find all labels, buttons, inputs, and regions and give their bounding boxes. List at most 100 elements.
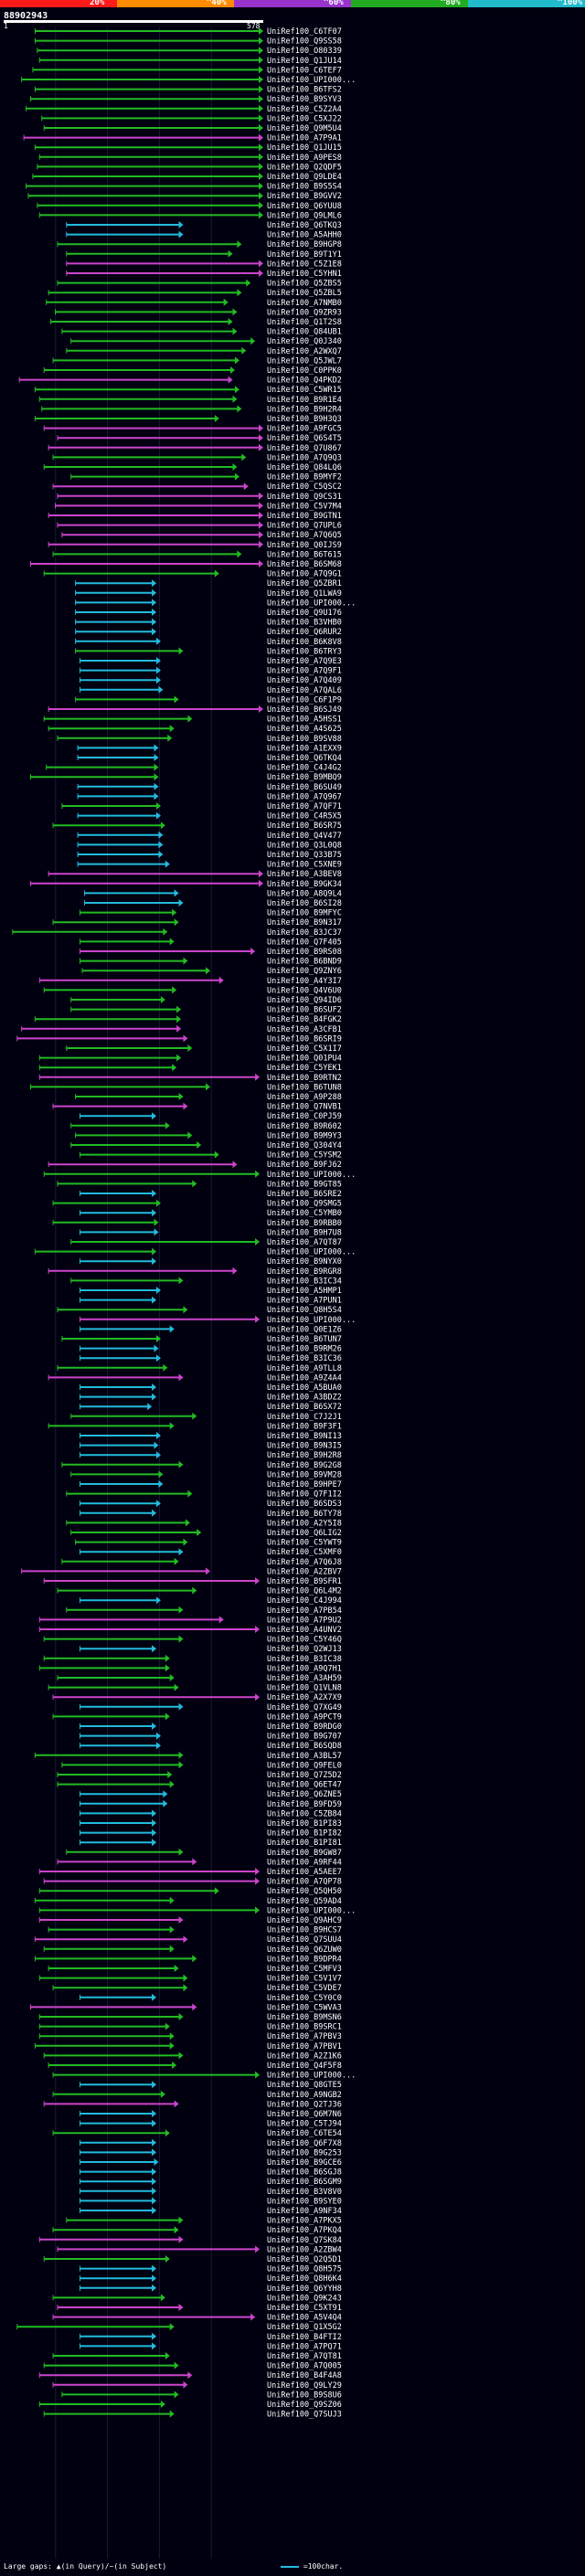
hit-row[interactable]: UniRef100_B4F4A8 xyxy=(38,2371,342,2380)
hit-label[interactable]: UniRef100_A3BDZ2 xyxy=(267,1394,342,1403)
hit-label[interactable]: UniRef100_Q94ID6 xyxy=(267,996,342,1005)
hit-row[interactable]: UniRef100_Q7U867 xyxy=(48,443,342,453)
hit-row[interactable]: UniRef100_Q304Y4 xyxy=(70,1141,342,1150)
hit-row[interactable]: UniRef100_B9HGP8 xyxy=(57,240,342,249)
hit-label[interactable]: UniRef100_Q9ZNY6 xyxy=(267,967,342,976)
hit-row[interactable]: UniRef100_A3BDZ2 xyxy=(80,1393,342,1403)
hit-row[interactable]: UniRef100_Q5ZBL5 xyxy=(48,289,342,298)
hit-label[interactable]: UniRef100_B4F4A8 xyxy=(267,2371,342,2380)
hit-label[interactable]: UniRef100_B9N3I5 xyxy=(267,1442,342,1451)
hit-label[interactable]: UniRef100_B9FJ62 xyxy=(267,1161,342,1170)
hit-label[interactable]: UniRef100_B6SGM9 xyxy=(267,2178,342,2187)
hit-label[interactable]: UniRef100_A9PES8 xyxy=(267,154,342,163)
hit-label[interactable]: UniRef100_C5QSC2 xyxy=(267,482,342,492)
hit-row[interactable]: UniRef100_Q6ZNE5 xyxy=(80,1790,342,1799)
hit-row[interactable]: UniRef100_A7Q6Q5 xyxy=(61,531,342,540)
hit-label[interactable]: UniRef100_B6SJ49 xyxy=(267,705,342,715)
hit-label[interactable]: UniRef100_UPI000... xyxy=(267,1316,356,1325)
hit-row[interactable]: UniRef100_A5AHH0 xyxy=(66,230,342,240)
hit-label[interactable]: UniRef100_A7PKX5 xyxy=(267,2217,342,2226)
hit-row[interactable]: UniRef100_Q9ZR93 xyxy=(55,308,342,317)
hit-label[interactable]: UniRef100_Q9LDE4 xyxy=(267,173,342,182)
hit-row[interactable]: UniRef100_Q9SS58 xyxy=(34,37,342,47)
hit-row[interactable]: UniRef100_A7Q005 xyxy=(43,2361,342,2371)
hit-row[interactable]: UniRef100_Q7SUU4 xyxy=(34,1935,342,1945)
hit-row[interactable]: UniRef100_B6TUN8 xyxy=(29,1083,342,1092)
hit-label[interactable]: UniRef100_O80339 xyxy=(267,47,342,56)
hit-label[interactable]: UniRef100_B9RM26 xyxy=(267,1345,342,1354)
hit-label[interactable]: UniRef100_Q5ZBS5 xyxy=(267,280,342,289)
hit-label[interactable]: UniRef100_Q304Y4 xyxy=(267,1141,342,1150)
hit-row[interactable]: UniRef100_B6SR75 xyxy=(52,822,342,831)
hit-label[interactable]: UniRef100_UPI000... xyxy=(267,2072,356,2081)
hit-label[interactable]: UniRef100_B9SYV3 xyxy=(267,95,342,104)
hit-label[interactable]: UniRef100_A7Q409 xyxy=(267,676,342,685)
hit-label[interactable]: UniRef100_C0PPK0 xyxy=(267,366,342,376)
hit-row[interactable]: UniRef100_C5MFV3 xyxy=(48,1965,342,1974)
hit-label[interactable]: UniRef100_Q4V477 xyxy=(267,832,342,841)
hit-label[interactable]: UniRef100_Q1JU14 xyxy=(267,57,342,66)
hit-label[interactable]: UniRef100_B3JC37 xyxy=(267,928,342,938)
hit-label[interactable]: UniRef100_A5AEE7 xyxy=(267,1868,342,1877)
hit-row[interactable]: UniRef100_A9NF34 xyxy=(80,2207,342,2216)
hit-label[interactable]: UniRef100_A7Q9G1 xyxy=(267,570,342,579)
hit-label[interactable]: UniRef100_Q7SUU4 xyxy=(267,1935,342,1945)
hit-label[interactable]: UniRef100_B3IC36 xyxy=(267,1354,342,1363)
hit-row[interactable]: UniRef100_A7Q9Q3 xyxy=(52,453,342,462)
hit-label[interactable]: UniRef100_Q8GTE5 xyxy=(267,2081,342,2090)
hit-label[interactable]: UniRef100_B9MYF2 xyxy=(267,473,342,482)
hit-row[interactable]: UniRef100_B9R1E4 xyxy=(38,395,342,405)
hit-label[interactable]: UniRef100_B4FGK2 xyxy=(267,1015,342,1024)
hit-row[interactable]: UniRef100_B9MBQ9 xyxy=(29,773,342,782)
hit-row[interactable]: UniRef100_Q4V477 xyxy=(77,831,342,841)
hit-label[interactable]: UniRef100_Q1T2S8 xyxy=(267,318,342,327)
hit-row[interactable]: UniRef100_UPI000... xyxy=(21,76,356,85)
hit-row[interactable]: UniRef100_C5VDE7 xyxy=(52,1984,342,1993)
hit-label[interactable]: UniRef100_B6TUN8 xyxy=(267,1083,342,1092)
hit-row[interactable]: UniRef100_A2ZBV7 xyxy=(21,1567,342,1576)
hit-label[interactable]: UniRef100_C5V7M4 xyxy=(267,502,342,511)
hit-row[interactable]: UniRef100_Q7XG49 xyxy=(80,1702,342,1712)
hit-label[interactable]: UniRef100_B9HPE7 xyxy=(267,1480,342,1489)
hit-row[interactable]: UniRef100_C5X1I7 xyxy=(66,1044,342,1054)
hit-row[interactable]: UniRef100_A4S625 xyxy=(48,725,342,734)
hit-row[interactable]: UniRef100_UPI000... xyxy=(52,2071,356,2081)
hit-label[interactable]: UniRef100_C5TJ94 xyxy=(267,2120,342,2129)
hit-row[interactable]: UniRef100_B9GW87 xyxy=(66,1848,342,1858)
hit-row[interactable]: UniRef100_C5ZB84 xyxy=(80,1809,342,1818)
hit-label[interactable]: UniRef100_B9HCS7 xyxy=(267,1926,342,1935)
hit-label[interactable]: UniRef100_A3AH59 xyxy=(267,1674,342,1683)
hit-row[interactable]: UniRef100_B3V8V0 xyxy=(80,2187,342,2197)
hit-row[interactable]: UniRef100_A2Z1K6 xyxy=(43,2051,342,2061)
hit-row[interactable]: UniRef100_Q5ZBS5 xyxy=(57,279,342,289)
hit-row[interactable]: UniRef100_A7PQ71 xyxy=(80,2342,342,2351)
hit-row[interactable]: UniRef100_B9RTN2 xyxy=(38,1073,342,1083)
hit-label[interactable]: UniRef100_A5HMP1 xyxy=(267,1287,342,1296)
hit-label[interactable]: UniRef100_C6F1P9 xyxy=(267,695,342,705)
hit-label[interactable]: UniRef100_Q5QH50 xyxy=(267,1887,342,1896)
hit-row[interactable]: UniRef100_C6TE54 xyxy=(52,2129,342,2138)
hit-row[interactable]: UniRef100_B9MYF2 xyxy=(70,472,342,482)
hit-row[interactable]: UniRef100_Q7NVB1 xyxy=(52,1102,342,1112)
hit-label[interactable]: UniRef100_B6SRI9 xyxy=(267,1034,342,1044)
hit-row[interactable]: UniRef100_B6TUN7 xyxy=(61,1335,342,1344)
hit-label[interactable]: UniRef100_UPI000... xyxy=(267,1906,356,1915)
hit-label[interactable]: UniRef100_B6SM68 xyxy=(267,560,342,569)
hit-row[interactable]: UniRef100_A7PBV3 xyxy=(38,2032,342,2041)
hit-label[interactable]: UniRef100_B6SX72 xyxy=(267,1403,342,1412)
hit-row[interactable]: UniRef100_Q4PKD2 xyxy=(18,376,342,386)
hit-label[interactable]: UniRef100_B9RTN2 xyxy=(267,1074,342,1083)
hit-label[interactable]: UniRef100_A5HSS1 xyxy=(267,716,342,725)
hit-row[interactable]: UniRef100_B6SQD8 xyxy=(80,1742,342,1751)
hit-label[interactable]: UniRef100_B9RDG0 xyxy=(267,1723,342,1732)
hit-row[interactable]: UniRef100_UPI000... xyxy=(34,1247,356,1257)
hit-row[interactable]: UniRef100_Q8GTE5 xyxy=(80,2081,342,2090)
hit-row[interactable]: UniRef100_C5YEK1 xyxy=(38,1064,342,1073)
hit-label[interactable]: UniRef100_A7Q9Q3 xyxy=(267,453,342,462)
hit-row[interactable]: UniRef100_C4J4G2 xyxy=(46,763,342,773)
hit-row[interactable]: UniRef100_C6F1P9 xyxy=(75,695,342,705)
hit-label[interactable]: UniRef100_A2ZBW4 xyxy=(267,2245,342,2254)
hit-row[interactable]: UniRef100_Q6F7X8 xyxy=(80,2138,342,2148)
hit-row[interactable]: UniRef100_B6SX72 xyxy=(80,1403,342,1412)
hit-label[interactable]: UniRef100_C5YMB0 xyxy=(267,1209,342,1218)
